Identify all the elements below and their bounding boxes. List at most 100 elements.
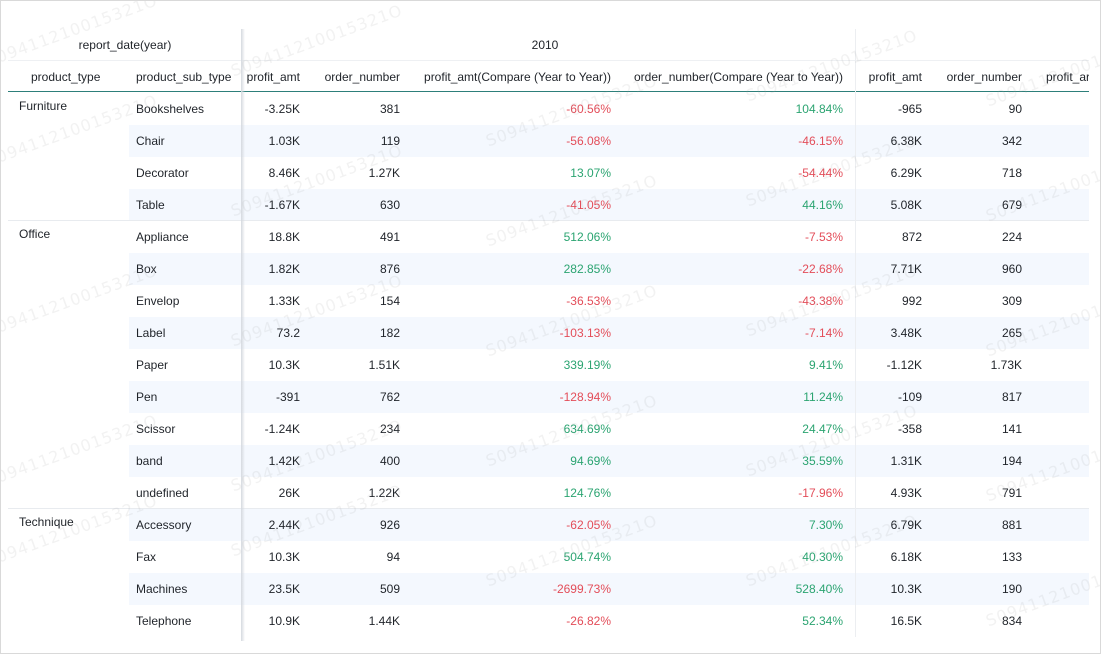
order-number-compare-cell[interactable]: -54.44% [798,166,843,180]
order-number-cell[interactable]: 1.22K [368,486,400,500]
order-number-next-cell[interactable]: 265 [1001,326,1022,340]
product-type-cell[interactable]: Office [19,227,51,241]
order-number-cell[interactable]: 381 [379,102,400,116]
profit-amt-compare-cell[interactable]: -36.53% [566,294,611,308]
order-number-compare-cell[interactable]: -7.14% [804,326,843,340]
order-number-next-cell[interactable]: 224 [1001,230,1022,244]
profit-amt-cell[interactable]: 26K [278,486,300,500]
profit-amt-next-cell[interactable]: 16.5K [890,614,922,628]
profit-amt-compare-cell[interactable]: 339.19% [563,358,611,372]
product-sub-type-cell[interactable]: Appliance [136,230,189,244]
product-sub-type-cell[interactable]: Table [136,198,165,212]
col-header-product-sub-type[interactable]: product_sub_type [136,70,232,84]
order-number-cell[interactable]: 762 [379,390,400,404]
profit-amt-cell[interactable]: 8.46K [268,166,300,180]
order-number-cell[interactable]: 182 [379,326,400,340]
order-number-compare-cell[interactable]: 9.41% [808,358,843,372]
order-number-next-cell[interactable]: 90 [1008,102,1022,116]
product-sub-type-cell[interactable]: Label [136,326,166,340]
order-number-cell[interactable]: 1.44K [368,614,400,628]
order-number-compare-cell[interactable]: -17.96% [798,486,843,500]
order-number-next-cell[interactable]: 881 [1001,518,1022,532]
profit-amt-compare-cell[interactable]: -41.05% [566,198,611,212]
col-header-profit-amt-compare[interactable]: profit_amt(Compare (Year to Year)) [424,70,611,84]
col-header-profit-amt[interactable]: profit_amt [246,70,300,84]
profit-amt-next-cell[interactable]: -109 [897,390,922,404]
profit-amt-cell[interactable]: 18.8K [268,230,300,244]
product-sub-type-cell[interactable]: Telephone [136,614,192,628]
profit-amt-next-cell[interactable]: 6.79K [890,518,922,532]
profit-amt-cell[interactable]: 73.2 [276,326,300,340]
profit-amt-next-cell[interactable]: 6.29K [890,166,922,180]
order-number-next-cell[interactable]: 679 [1001,198,1022,212]
profit-amt-next-cell[interactable]: -1.12K [886,358,922,372]
order-number-cell[interactable]: 94 [386,550,400,564]
profit-amt-next-cell[interactable]: 6.38K [890,134,922,148]
order-number-compare-cell[interactable]: 40.30% [802,550,843,564]
product-sub-type-cell[interactable]: Machines [136,582,188,596]
profit-amt-cell[interactable]: 1.82K [268,262,300,276]
profit-amt-cell[interactable]: -391 [275,390,300,404]
profit-amt-next-cell[interactable]: 4.93K [890,486,922,500]
profit-amt-compare-cell[interactable]: 282.85% [563,262,611,276]
profit-amt-cell[interactable]: 2.44K [268,518,300,532]
profit-amt-cell[interactable]: 10.3K [268,550,300,564]
col-header-order-number[interactable]: order_number [324,70,400,84]
product-sub-type-cell[interactable]: Pen [136,390,158,404]
order-number-cell[interactable]: 119 [380,134,400,148]
profit-amt-compare-cell[interactable]: 504.74% [563,550,611,564]
product-type-cell[interactable]: Technique [19,515,74,529]
order-number-next-cell[interactable]: 817 [1001,390,1022,404]
order-number-compare-cell[interactable]: 104.84% [795,102,843,116]
profit-amt-compare-cell[interactable]: -56.08% [566,134,611,148]
col-header-product-type[interactable]: product_type [31,70,101,84]
order-number-compare-cell[interactable]: 11.24% [803,390,843,404]
order-number-compare-cell[interactable]: 35.59% [802,454,843,468]
profit-amt-next-cell[interactable]: 872 [901,230,922,244]
profit-amt-compare-cell[interactable]: 124.76% [563,486,611,500]
profit-amt-compare-cell[interactable]: 512.06% [563,230,611,244]
profit-amt-cell[interactable]: -1.24K [264,422,300,436]
profit-amt-compare-cell[interactable]: -128.94% [559,390,611,404]
profit-amt-next-cell[interactable]: -965 [897,102,922,116]
product-sub-type-cell[interactable]: Fax [136,550,157,564]
profit-amt-next-cell[interactable]: 3.48K [890,326,922,340]
order-number-compare-cell[interactable]: 7.30% [808,518,843,532]
profit-amt-cell[interactable]: 23.5K [268,582,300,596]
product-sub-type-cell[interactable]: Box [136,262,157,276]
order-number-compare-cell[interactable]: -46.15% [798,134,843,148]
product-sub-type-cell[interactable]: band [136,454,163,468]
product-sub-type-cell[interactable]: Accessory [136,518,192,532]
order-number-compare-cell[interactable]: -7.53% [804,230,843,244]
product-sub-type-cell[interactable]: Decorator [136,166,189,180]
profit-amt-cell[interactable]: -3.25K [264,102,300,116]
profit-amt-next-cell[interactable]: 5.08K [890,198,922,212]
order-number-cell[interactable]: 154 [379,294,400,308]
profit-amt-compare-cell[interactable]: -103.13% [559,326,611,340]
profit-amt-next-cell[interactable]: -358 [897,422,922,436]
order-number-cell[interactable]: 926 [379,518,400,532]
col-header-order-number-compare[interactable]: order_number(Compare (Year to Year)) [634,70,843,84]
profit-amt-cell[interactable]: 10.9K [268,614,300,628]
order-number-compare-cell[interactable]: -22.68% [798,262,843,276]
order-number-cell[interactable]: 400 [379,454,400,468]
profit-amt-next-cell[interactable]: 6.18K [890,550,922,564]
profit-amt-compare-cell[interactable]: -26.82% [566,614,611,628]
profit-amt-cell[interactable]: 1.42K [268,454,300,468]
profit-amt-compare-cell[interactable]: -60.56% [566,102,611,116]
col-header-profit-amt-truncated[interactable]: profit_ar [1046,70,1089,84]
order-number-next-cell[interactable]: 309 [1001,294,1022,308]
profit-amt-next-cell[interactable]: 7.71K [890,262,922,276]
profit-amt-next-cell[interactable]: 1.31K [890,454,922,468]
order-number-next-cell[interactable]: 342 [1001,134,1022,148]
product-type-cell[interactable]: Furniture [19,99,68,113]
order-number-next-cell[interactable]: 1.73K [990,358,1022,372]
product-sub-type-cell[interactable]: Chair [136,134,165,148]
profit-amt-cell[interactable]: 1.03K [268,134,300,148]
product-sub-type-cell[interactable]: undefined [136,486,189,500]
profit-amt-next-cell[interactable]: 992 [901,294,922,308]
order-number-compare-cell[interactable]: 528.40% [795,582,843,596]
order-number-next-cell[interactable]: 718 [1001,166,1022,180]
order-number-next-cell[interactable]: 133 [1001,550,1022,564]
order-number-compare-cell[interactable]: 44.16% [802,198,843,212]
